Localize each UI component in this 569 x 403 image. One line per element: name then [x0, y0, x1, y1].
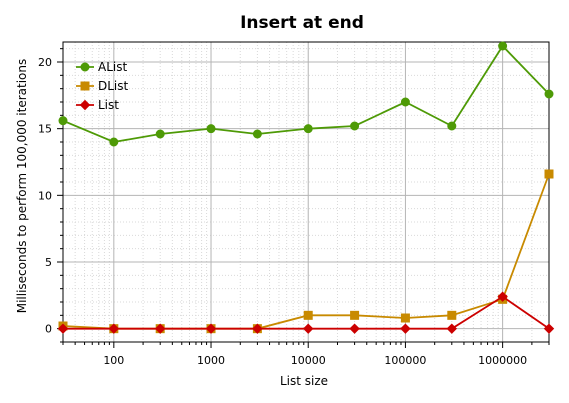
legend-item-alist: AList	[76, 60, 127, 74]
plot-area	[62, 41, 550, 343]
legend: AList DList List	[76, 60, 129, 112]
y-tick-label: 0	[45, 323, 52, 336]
x-tick-label: 1000000	[478, 354, 527, 367]
x-axis-label: List size	[280, 374, 328, 388]
data-point-list	[400, 323, 411, 334]
data-point-alist	[58, 116, 68, 126]
minor-grid	[62, 42, 550, 343]
y-tick-label: 20	[38, 56, 52, 69]
chart-title: Insert at end	[240, 13, 364, 33]
data-point-alist	[155, 129, 165, 139]
y-axis-label: Milliseconds to perform 100,000 iteratio…	[15, 59, 29, 314]
data-point-alist	[447, 121, 457, 131]
data-point-dlist	[544, 169, 554, 179]
legend-marker	[80, 81, 90, 91]
data-point-alist	[109, 137, 119, 147]
legend-marker	[79, 99, 91, 111]
series-line-dlist	[62, 173, 550, 330]
data-point-list	[349, 323, 360, 334]
data-point-list	[108, 323, 120, 334]
data-point-list	[303, 323, 314, 334]
data-point-dlist	[303, 310, 313, 320]
data-point-list	[446, 323, 458, 334]
x-tick-label: 10000	[291, 354, 326, 367]
series-dlist	[58, 169, 554, 334]
data-point-alist	[544, 89, 554, 99]
data-point-alist	[350, 121, 360, 131]
data-point-list	[154, 323, 166, 334]
legend-item-list: List	[76, 98, 119, 112]
y-tick-label: 15	[38, 123, 52, 136]
x-tick-label: 100	[103, 354, 124, 367]
legend-label: DList	[98, 79, 129, 93]
legend-label: List	[98, 98, 119, 112]
series-list	[57, 291, 555, 334]
data-point-list	[543, 323, 555, 334]
data-point-list	[497, 291, 508, 302]
data-point-alist	[400, 97, 410, 107]
axis-ticks	[57, 48, 550, 348]
data-point-alist	[498, 41, 508, 51]
data-point-list	[57, 323, 69, 334]
series-alist	[58, 41, 554, 147]
data-point-dlist	[400, 313, 410, 323]
data-point-alist	[252, 129, 262, 139]
legend-item-dlist: DList	[76, 79, 129, 93]
x-tick-label: 100000	[384, 354, 426, 367]
y-tick-label: 10	[38, 189, 52, 202]
data-point-dlist	[350, 310, 360, 320]
legend-marker	[80, 62, 90, 72]
data-point-alist	[206, 124, 216, 134]
legend-label: AList	[98, 60, 127, 74]
data-point-list	[252, 323, 263, 334]
tick-labels: 100 1000 10000 100000 1000000 0 5 10 15 20	[38, 56, 527, 367]
data-point-list	[205, 323, 217, 334]
y-tick-label: 5	[45, 256, 52, 269]
series-layer	[57, 41, 555, 334]
data-point-alist	[303, 124, 313, 134]
data-point-dlist	[447, 310, 457, 320]
x-tick-label: 1000	[197, 354, 225, 367]
